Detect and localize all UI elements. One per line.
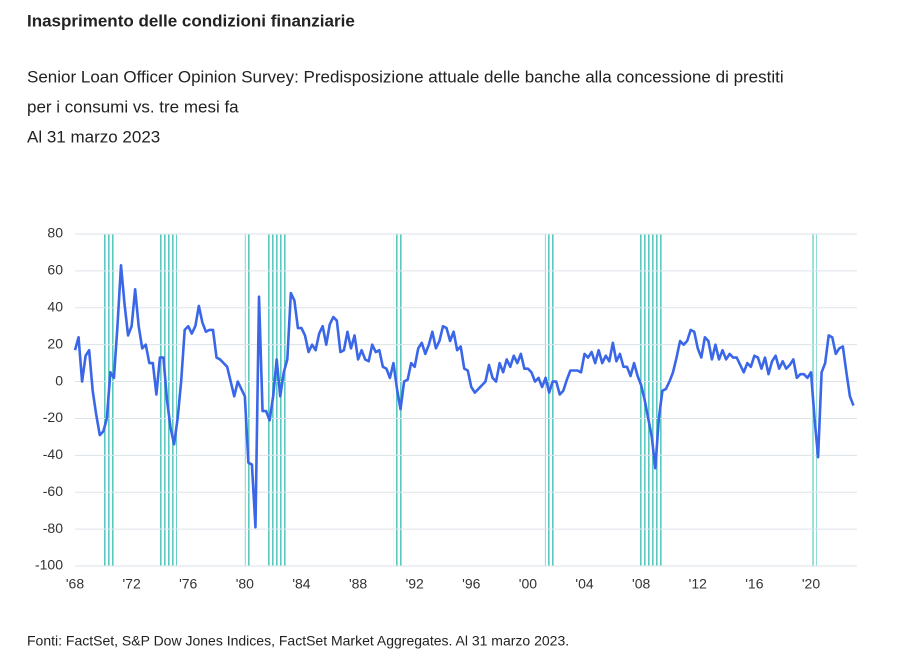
x-tick-label: '04 — [575, 576, 593, 592]
x-tick-label: '96 — [462, 576, 480, 592]
recession-band — [244, 234, 252, 566]
y-tick-label: 80 — [47, 225, 63, 241]
x-tick-label: '12 — [689, 576, 707, 592]
plot-area: -100 -80 -60 -40 -20 0 20 40 60 80 '68 '72 '76 '80 '84… — [35, 225, 857, 592]
chart-subtitle: Al 31 marzo 2023 — [27, 127, 160, 146]
x-tick-label: '80 — [236, 576, 254, 592]
y-tick-label: 20 — [47, 335, 63, 351]
y-tick-label: -20 — [43, 409, 63, 425]
x-tick-label: '68 — [66, 576, 84, 592]
chart-title: Inasprimento delle condizioni finanziari… — [27, 11, 355, 30]
x-tick-label: '00 — [519, 576, 537, 592]
x-tick-label: '72 — [122, 576, 140, 592]
x-tick-label: '20 — [802, 576, 820, 592]
y-tick-label: -100 — [35, 557, 63, 573]
x-tick-label: '88 — [349, 576, 367, 592]
x-tick-label: '84 — [292, 576, 310, 592]
y-tick-label: -40 — [43, 446, 63, 462]
data-line — [73, 264, 855, 529]
recession-band — [266, 234, 286, 566]
y-tick-label: 40 — [47, 298, 63, 314]
y-tick-label: 0 — [55, 372, 63, 388]
y-tick-label: -80 — [43, 520, 63, 536]
source-note: Fonti: FactSet, S&P Dow Jones Indices, F… — [27, 633, 569, 649]
y-tick-label: 60 — [47, 262, 63, 278]
x-tick-label: '16 — [745, 576, 763, 592]
x-tick-label: '76 — [179, 576, 197, 592]
x-tick-label: '08 — [632, 576, 650, 592]
recession-band — [544, 234, 555, 566]
chart-subtitle: per i consumi vs. tre mesi fa — [27, 97, 239, 116]
recession-band — [812, 234, 817, 566]
x-tick-label: '92 — [406, 576, 424, 592]
y-tick-label: -60 — [43, 483, 63, 499]
recession-band — [639, 234, 663, 566]
chart-subtitle: Senior Loan Officer Opinion Survey: Pred… — [27, 67, 784, 86]
